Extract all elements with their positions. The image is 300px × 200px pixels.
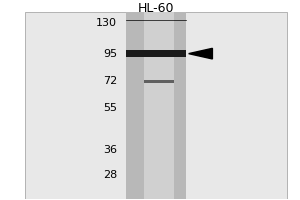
Bar (144, 80, 174, 83)
Text: 95: 95 (103, 49, 117, 59)
Bar (144, 12, 174, 199)
Bar (25, 12, 287, 199)
Polygon shape (189, 48, 212, 59)
Text: 55: 55 (103, 103, 117, 113)
Text: 72: 72 (103, 76, 117, 86)
Bar (126, 12, 186, 199)
Bar (126, 50, 186, 57)
Text: 130: 130 (96, 18, 117, 28)
Text: HL-60: HL-60 (138, 2, 174, 15)
Text: 28: 28 (103, 170, 117, 180)
Text: 36: 36 (103, 145, 117, 155)
